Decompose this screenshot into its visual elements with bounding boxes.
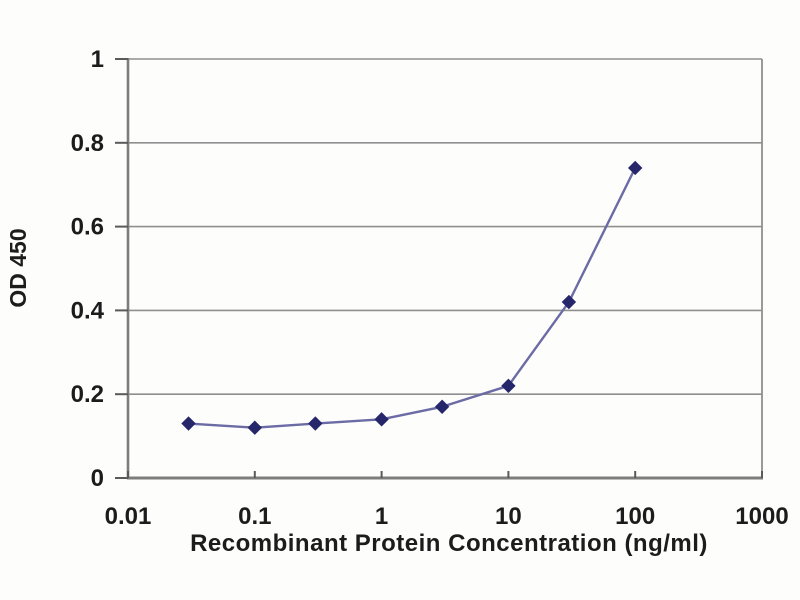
data-point-marker: [181, 416, 196, 431]
data-point-marker: [434, 399, 450, 414]
x-tick-label: 0.1: [238, 503, 271, 530]
x-tick-label: 0.01: [105, 503, 152, 530]
x-tick-label: 10: [495, 503, 522, 530]
y-tick-label: 0.2: [71, 381, 104, 408]
x-tick-label: 1: [375, 503, 388, 530]
x-tick-label: 100: [615, 503, 655, 530]
y-tick-label: 0: [91, 465, 104, 492]
data-point-marker: [374, 412, 389, 427]
series-layer: [181, 160, 643, 435]
x-axis-title: Recombinant Protein Concentration (ng/ml…: [190, 530, 708, 557]
axis-layer: [115, 58, 763, 480]
data-point-marker: [501, 378, 516, 394]
x-tick-label: 1000: [735, 503, 788, 530]
data-point-marker: [247, 420, 263, 435]
gridline-layer: [128, 58, 763, 478]
y-tick-label: 0.6: [71, 214, 104, 241]
series-line: [188, 167, 637, 429]
y-axis-title: OD 450: [5, 228, 31, 307]
y-tick-label: 1: [91, 46, 104, 73]
y-tick-label: 0.4: [71, 297, 105, 324]
data-point-marker: [627, 160, 643, 176]
data-point-marker: [561, 294, 577, 310]
data-point-marker: [308, 416, 323, 431]
y-tick-label: 0.8: [71, 130, 104, 157]
tick-label-layer: 0 0.2 0.4 0.6 0.8 1 0.01 0.1 1 10 100 1000: [71, 46, 789, 530]
